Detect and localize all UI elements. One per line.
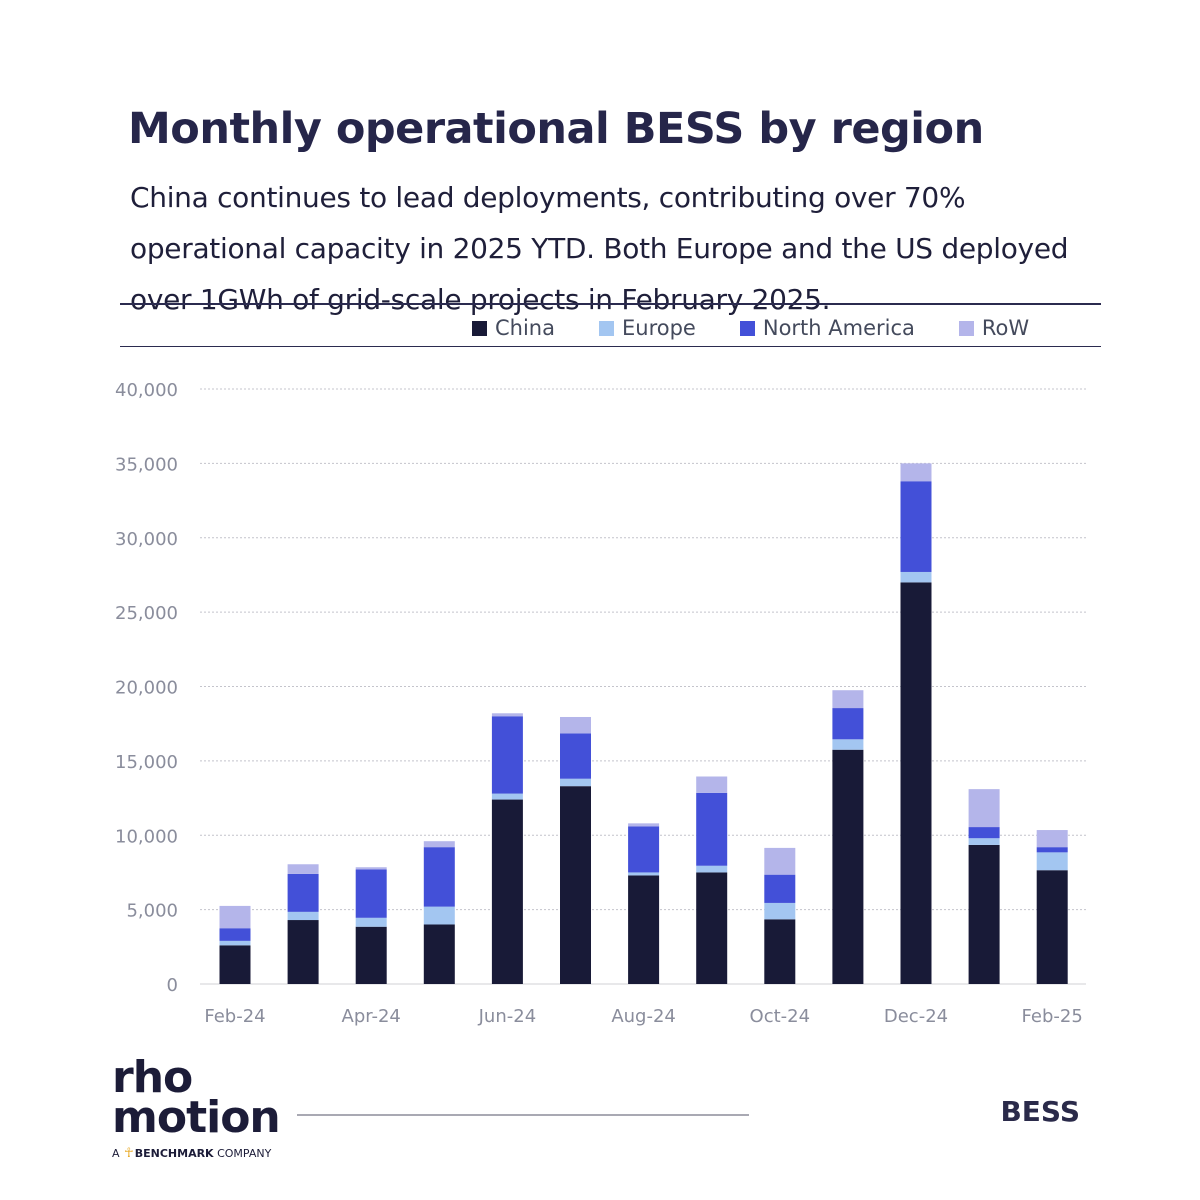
bar-segment-europe: [219, 940, 251, 946]
y-tick-label: 35,000: [115, 454, 178, 475]
bar-segment-north-america: [764, 874, 796, 903]
bar-segment-europe: [491, 793, 523, 800]
bar-segment-europe: [287, 911, 319, 921]
bar-segment-north-america: [968, 827, 1000, 839]
logo-sub-prefix: A: [112, 1147, 120, 1160]
y-tick-label: 5,000: [126, 901, 178, 922]
bar-segment-europe: [764, 902, 796, 920]
bar-segment-north-america: [628, 826, 660, 873]
legend-item-china: China: [472, 316, 555, 340]
logo-text-motion: motion: [112, 1092, 281, 1143]
footer-topic-tag: BESS: [1000, 1095, 1080, 1128]
bar-segment-row: [219, 905, 251, 929]
bar-segment-row: [1036, 830, 1068, 848]
bar-segment-europe: [628, 872, 660, 876]
bar-segment-europe: [696, 865, 728, 873]
footer-divider: [297, 1114, 749, 1116]
bar-segment-row: [764, 847, 796, 875]
x-tick-label: Aug-24: [611, 1006, 676, 1027]
legend-label-row: RoW: [981, 316, 1030, 340]
bar-segment-row: [287, 864, 319, 874]
legend-item-north-america: North America: [739, 316, 915, 340]
bar-segment-north-america: [491, 716, 523, 794]
bar-segment-china: [764, 919, 796, 984]
bar-segment-china: [628, 875, 660, 984]
bar-segment-china: [1036, 870, 1068, 984]
legend-item-europe: Europe: [599, 316, 696, 340]
bar-segment-china: [832, 749, 864, 984]
bar-segment-north-america: [219, 928, 251, 941]
bar-segment-china: [900, 582, 932, 984]
legend-divider: [120, 346, 1101, 347]
bar-segment-north-america: [1036, 847, 1068, 853]
legend-swatch-row: [958, 320, 974, 336]
logo-sub-suffix: COMPANY: [217, 1147, 272, 1160]
x-tick-label: Dec-24: [884, 1006, 948, 1027]
y-tick-label: 15,000: [115, 752, 178, 773]
bar-segment-north-america: [355, 869, 387, 918]
legend-swatch-north-america: [739, 320, 755, 336]
bar-segment-row: [696, 776, 728, 793]
legend-label-europe: Europe: [622, 316, 696, 340]
bar-segment-europe: [1036, 852, 1068, 871]
y-tick-label: 25,000: [115, 603, 178, 624]
header-divider: [120, 303, 1101, 305]
bar-segment-north-america: [423, 847, 455, 907]
x-tick-label: Feb-25: [1022, 1006, 1083, 1027]
chart-legend: China Europe North America RoW: [472, 314, 1029, 342]
bar-segment-north-america: [560, 733, 591, 779]
bar-segment-north-america: [287, 873, 319, 912]
bar-segment-china: [219, 945, 251, 984]
bar-segment-europe: [968, 838, 1000, 845]
legend-swatch-china: [472, 320, 487, 336]
rho-motion-logo: rho motion A ☥BENCHMARK COMPANY: [112, 1052, 281, 1162]
x-tick-label: Feb-24: [204, 1006, 265, 1027]
x-tick-label: Oct-24: [750, 1006, 811, 1027]
legend-label-north-america: North America: [762, 316, 915, 340]
bar-segment-china: [696, 872, 728, 984]
bar-segment-china: [968, 844, 1000, 984]
y-tick-label: 20,000: [115, 678, 178, 699]
logo-sub-brand: BENCHMARK: [134, 1147, 214, 1160]
bar-segment-row: [628, 823, 660, 827]
bar-segment-china: [423, 924, 455, 984]
y-tick-label: 10,000: [115, 826, 178, 847]
bar-segment-europe: [832, 739, 864, 750]
legend-swatch-europe: [599, 320, 614, 336]
bar-segment-europe: [355, 917, 387, 927]
benchmark-mark-icon: ☥: [124, 1146, 134, 1161]
bar-segment-row: [968, 789, 1000, 828]
bar-segment-europe: [423, 906, 455, 925]
legend-label-china: China: [495, 316, 555, 340]
y-tick-label: 30,000: [115, 529, 178, 550]
bar-segment-china: [287, 920, 319, 984]
bar-segment-china: [491, 799, 523, 984]
bar-segment-north-america: [832, 708, 864, 740]
y-tick-label: 0: [167, 975, 178, 996]
bar-segment-row: [560, 716, 591, 734]
bar-segment-row: [832, 690, 864, 709]
bar-segment-row: [355, 867, 387, 870]
legend-item-row: RoW: [958, 316, 1030, 340]
bar-segment-europe: [560, 778, 591, 787]
x-tick-label: Apr-24: [342, 1006, 401, 1027]
logo-subtitle: A ☥BENCHMARK COMPANY: [112, 1146, 280, 1161]
bar-segment-china: [560, 786, 591, 984]
y-tick-label: 40,000: [115, 380, 178, 401]
bar-segment-china: [355, 926, 387, 984]
bar-segment-row: [491, 713, 523, 717]
bar-segment-north-america: [696, 792, 728, 866]
bar-segment-row: [900, 463, 932, 482]
bar-segment-north-america: [900, 481, 932, 572]
bar-segment-europe: [900, 571, 932, 583]
chart-subtitle: China continues to lead deployments, con…: [130, 181, 1069, 316]
chart-title: Monthly operational BESS by region: [128, 104, 984, 154]
logo-text-rho: rho: [112, 1052, 193, 1103]
x-tick-label: Jun-24: [478, 1006, 537, 1027]
bar-segment-row: [423, 841, 455, 848]
bar-chart: 0 5,000 10,000 15,000 20,000 25,000 30,000 35,0…: [115, 380, 1086, 1027]
